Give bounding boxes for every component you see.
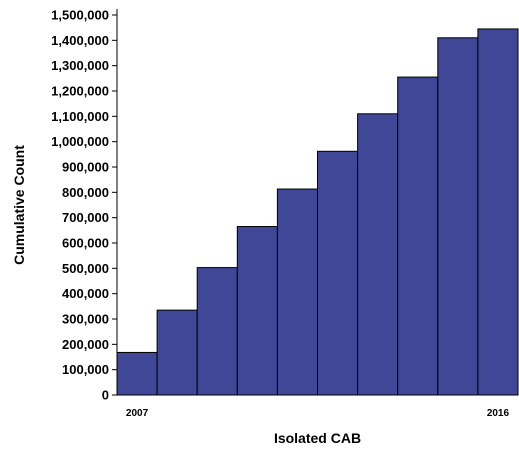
y-tick-label: 1,500,000 bbox=[51, 8, 109, 23]
y-tick-label: 800,000 bbox=[62, 185, 109, 200]
x-ticks-group: 2007 2016 bbox=[126, 408, 510, 419]
x-tick-label: 2007 bbox=[126, 408, 149, 419]
y-tick-label: 1,000,000 bbox=[51, 134, 109, 149]
y-tick-label: 1,400,000 bbox=[51, 33, 109, 48]
y-tick-label: 100,000 bbox=[62, 362, 109, 377]
axes-group bbox=[116, 9, 518, 396]
y-tick-label: 200,000 bbox=[62, 337, 109, 352]
bar-10 bbox=[477, 28, 519, 396]
bar-8 bbox=[397, 76, 439, 396]
bar-5 bbox=[276, 188, 318, 396]
bars-group bbox=[116, 28, 519, 396]
y-tick-label: 500,000 bbox=[62, 261, 109, 276]
y-ticks-group: 0 100,000 200,000 300,000 400,000 500,000 600,… bbox=[51, 8, 117, 403]
bar-1 bbox=[116, 351, 158, 396]
y-tick-label: 700,000 bbox=[62, 210, 109, 225]
y-tick-label: 0 bbox=[102, 388, 109, 403]
y-axis-title: Cumulative Count bbox=[11, 145, 27, 265]
x-axis-title: Isolated CAB bbox=[274, 430, 361, 446]
bar-2 bbox=[156, 309, 198, 396]
y-tick-label: 900,000 bbox=[62, 160, 109, 175]
y-tick-label: 1,300,000 bbox=[51, 58, 109, 73]
y-tick-label: 300,000 bbox=[62, 312, 109, 327]
y-tick-label: 1,200,000 bbox=[51, 84, 109, 99]
bar-9 bbox=[437, 37, 479, 396]
bar-3 bbox=[196, 267, 238, 396]
y-tick-label: 400,000 bbox=[62, 286, 109, 301]
bar-4 bbox=[236, 226, 278, 396]
bar-7 bbox=[357, 113, 399, 396]
y-tick-label: 600,000 bbox=[62, 236, 109, 251]
y-tick-label: 1,100,000 bbox=[51, 109, 109, 124]
x-tick-label: 2016 bbox=[487, 408, 510, 419]
bar-6 bbox=[317, 150, 359, 396]
